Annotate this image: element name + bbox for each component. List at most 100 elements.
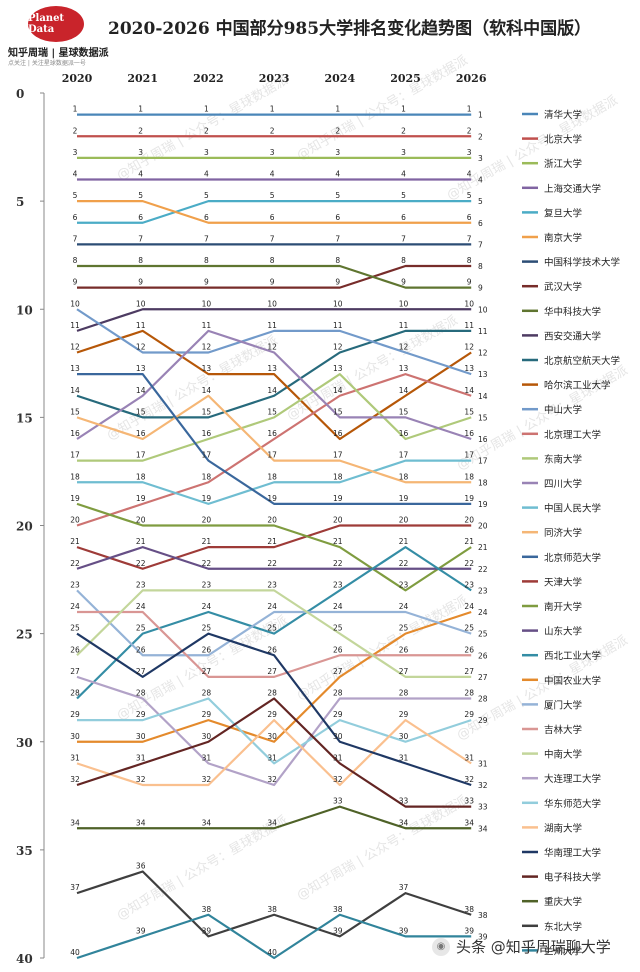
data-label: 32	[202, 775, 212, 784]
data-label: 18	[333, 472, 343, 481]
data-label: 25	[399, 624, 409, 633]
data-label: 32	[70, 775, 80, 784]
data-label: 23	[333, 580, 343, 589]
data-label: 11	[333, 321, 343, 330]
watermark-text: @知乎周瑞 | 公众号：星球数据派	[104, 332, 281, 443]
data-label: 21	[136, 537, 146, 546]
data-label: 28	[464, 689, 474, 698]
series-line	[76, 589, 472, 678]
data-label: 14	[399, 386, 409, 395]
end-value-label: 6	[478, 219, 483, 228]
data-label: 22	[70, 559, 80, 568]
data-label: 12	[70, 343, 80, 352]
data-label: 40	[70, 948, 80, 957]
data-label: 28	[202, 689, 212, 698]
data-label: 10	[70, 299, 80, 308]
data-label: 21	[70, 537, 80, 546]
data-label: 38	[464, 905, 474, 914]
legend-label: 南京大学	[544, 232, 582, 244]
watermark-text: @知乎周瑞 | 公众号：星球数据派	[454, 632, 631, 743]
data-label: 23	[399, 580, 409, 589]
data-label: 3	[335, 148, 340, 157]
data-label: 8	[335, 256, 340, 265]
data-label: 7	[138, 234, 143, 243]
data-label: 31	[267, 753, 277, 762]
legend-label: 中国农业大学	[544, 675, 601, 687]
data-label: 6	[138, 213, 143, 222]
data-label: 28	[70, 689, 80, 698]
data-label: 24	[202, 602, 212, 611]
data-label: 17	[202, 451, 212, 460]
data-label: 14	[136, 386, 146, 395]
end-value-label: 2	[478, 132, 483, 141]
data-label: 3	[270, 148, 275, 157]
data-label: 2	[467, 126, 472, 135]
data-label: 1	[401, 105, 406, 114]
end-value-label: 3	[478, 154, 483, 163]
data-label: 34	[464, 818, 474, 827]
end-value-label: 23	[478, 586, 488, 595]
series-line	[76, 308, 472, 376]
legend-label: 上海交通大学	[544, 183, 601, 195]
data-label: 32	[464, 775, 474, 784]
data-label: 18	[70, 472, 80, 481]
data-label: 20	[70, 516, 80, 525]
legend-label: 吉林大学	[544, 724, 582, 736]
series-line	[76, 329, 472, 441]
data-label: 39	[399, 926, 409, 935]
legend-label: 华南理工大学	[544, 847, 601, 859]
data-label: 7	[73, 234, 78, 243]
data-label: 39	[136, 926, 146, 935]
data-label: 28	[399, 689, 409, 698]
data-label: 24	[267, 602, 277, 611]
data-label: 16	[136, 429, 146, 438]
data-label: 29	[464, 710, 474, 719]
chart-title: 2020-2026 中国部分985大学排名变化趋势图（软科中国版）	[108, 19, 592, 39]
data-label: 2	[138, 126, 143, 135]
data-label: 33	[333, 797, 343, 806]
data-label: 32	[136, 775, 146, 784]
data-label: 23	[464, 580, 474, 589]
data-label: 3	[73, 148, 78, 157]
data-label: 28	[136, 689, 146, 698]
series-line	[76, 502, 472, 592]
data-label: 5	[204, 191, 209, 200]
data-label: 31	[202, 753, 212, 762]
series-line	[77, 264, 472, 289]
data-label: 33	[464, 797, 474, 806]
legend-label: 中国科学技术大学	[544, 257, 620, 269]
data-label: 14	[202, 386, 212, 395]
series-line	[76, 329, 472, 441]
data-label: 30	[202, 732, 212, 741]
data-label: 4	[335, 170, 340, 179]
data-label: 30	[333, 732, 343, 741]
data-label: 39	[464, 926, 474, 935]
data-label: 15	[464, 407, 474, 416]
y-tick-label: 20	[16, 520, 33, 534]
end-value-label: 27	[478, 673, 488, 682]
data-label: 30	[70, 732, 80, 741]
legend-label: 四川大学	[544, 478, 582, 490]
legend-label: 山东大学	[544, 626, 582, 638]
data-label: 9	[467, 278, 472, 287]
data-label: 26	[267, 645, 277, 654]
data-label: 3	[138, 148, 143, 157]
legend-label: 电子科技大学	[544, 872, 601, 884]
data-label: 12	[267, 343, 277, 352]
data-label: 15	[202, 407, 212, 416]
data-label: 8	[270, 256, 275, 265]
data-label: 26	[70, 645, 80, 654]
data-label: 19	[399, 494, 409, 503]
data-label: 17	[267, 451, 277, 460]
data-label: 23	[267, 580, 277, 589]
legend-label: 中山大学	[544, 404, 582, 416]
data-label: 14	[70, 386, 80, 395]
series-line	[76, 394, 472, 484]
data-label: 9	[335, 278, 340, 287]
y-tick-label: 25	[16, 628, 33, 642]
legend-label: 西北工业大学	[544, 650, 601, 662]
data-label: 11	[202, 321, 212, 330]
data-label: 22	[202, 559, 212, 568]
data-label: 6	[335, 213, 340, 222]
data-label: 29	[202, 710, 212, 719]
